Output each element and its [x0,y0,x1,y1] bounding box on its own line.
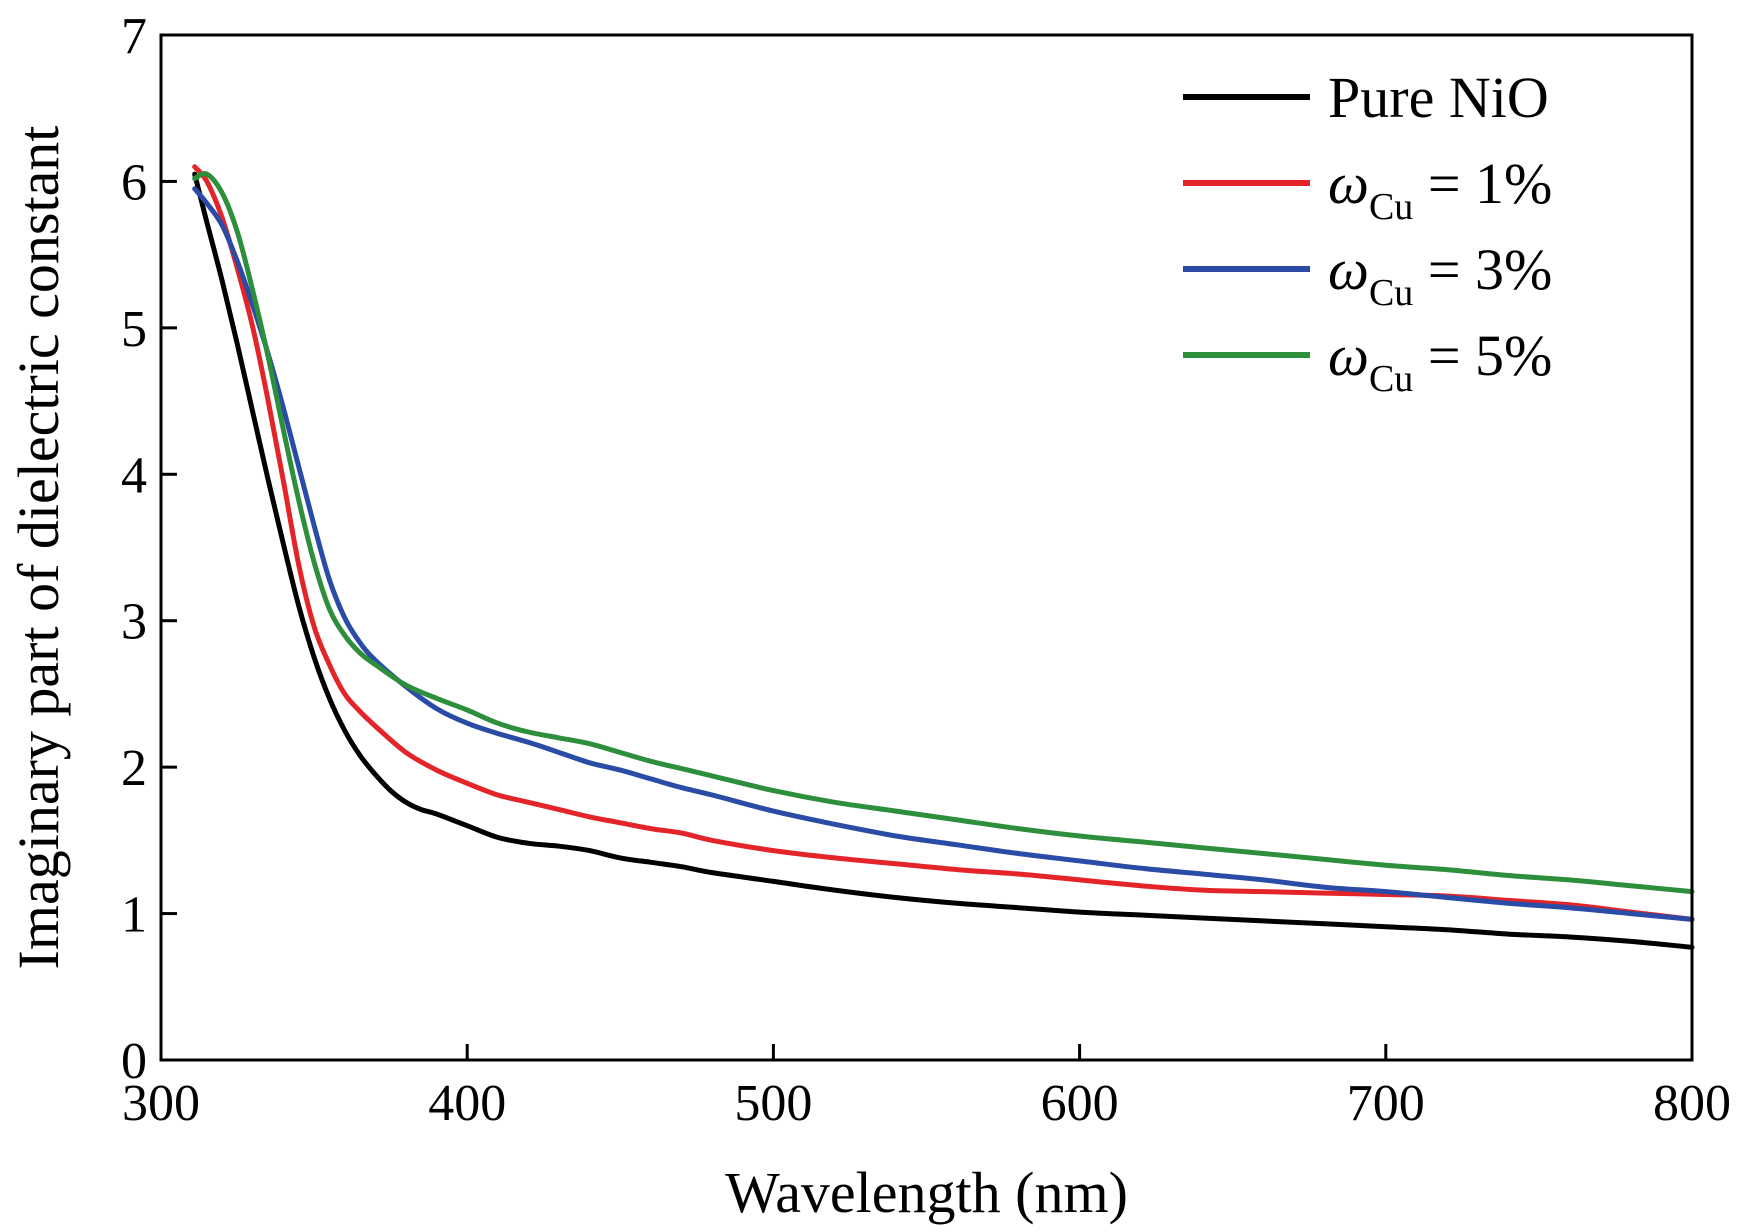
y-tick-label: 5 [121,301,147,358]
y-tick-label: 0 [121,1033,147,1090]
x-tick-label: 400 [428,1075,506,1132]
x-tick-label: 300 [122,1075,200,1132]
y-tick-label: 7 [121,8,147,65]
series-layer [192,164,1695,950]
legend-label-2: ωCu = 3% [1328,237,1552,314]
legend-label-main: ω [1328,237,1369,302]
legend-label-main: ω [1328,151,1369,216]
x-tick-label: 500 [734,1075,812,1132]
series-line-1 [192,164,1695,922]
legend-label-subscript: Cu [1369,272,1413,314]
y-tick-label: 1 [121,887,147,944]
y-tick-label: 6 [121,154,147,211]
ticks-layer: 300 400 500 600 700 800 0 1 2 3 4 5 6 7 [121,8,1731,1132]
legend-label-subscript: Cu [1369,186,1413,228]
legend-label-main: ω [1328,323,1369,388]
y-axis-title: Imaginary part of dielectric constant [6,126,71,970]
y-tick-label: 4 [121,447,147,504]
x-axis-title: Wavelength (nm) [725,1160,1128,1225]
legend-label-0: Pure NiO [1328,65,1549,130]
series-line-0 [192,171,1695,950]
legend-label-subscript: Cu [1369,358,1413,400]
plot-frame [159,33,1694,1062]
legend-label-value: = 5% [1413,323,1552,388]
x-tick-label: 600 [1041,1075,1119,1132]
y-tick-label: 2 [121,740,147,797]
legend-label-1: ωCu = 1% [1328,151,1552,228]
legend-label-value: = 1% [1413,151,1552,216]
x-tick-label: 700 [1347,1075,1425,1132]
y-tick-label: 3 [121,594,147,651]
x-tick-label: 800 [1653,1075,1731,1132]
legend-label-main: Pure NiO [1328,65,1549,130]
series-line-3 [192,171,1695,895]
series-line-2 [192,186,1695,922]
legend-label-3: ωCu = 5% [1328,323,1552,400]
legend-label-value: = 3% [1413,237,1552,302]
